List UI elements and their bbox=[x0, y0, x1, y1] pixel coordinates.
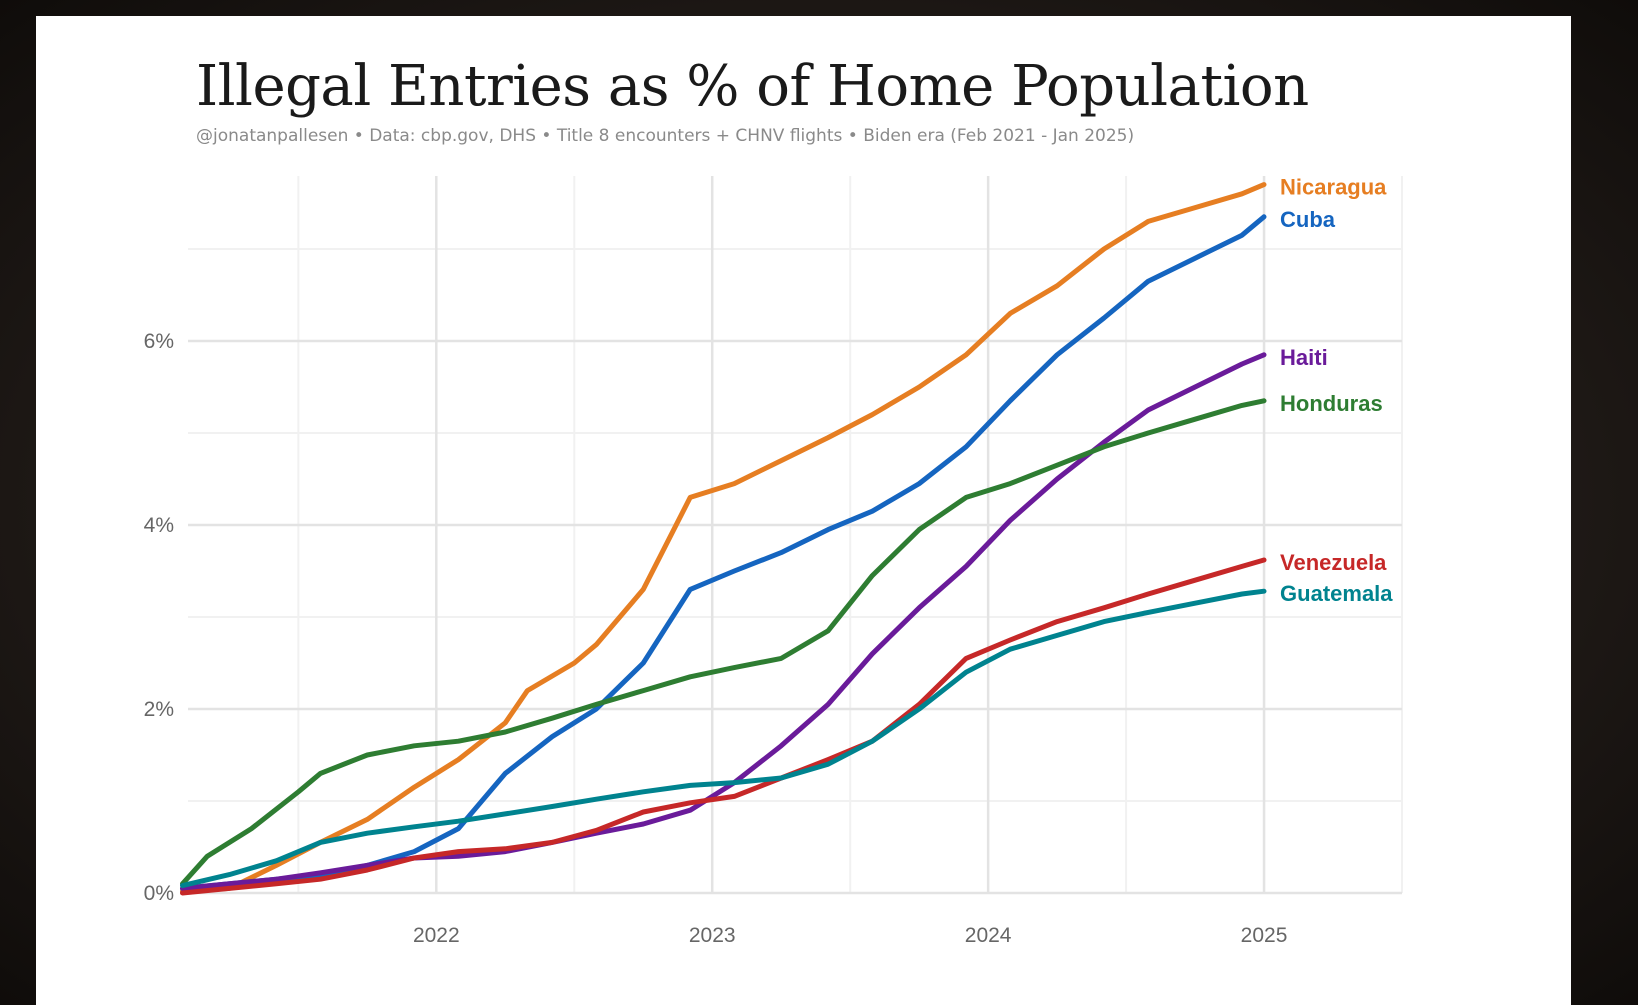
y-tick-label: 6% bbox=[144, 330, 174, 353]
chart-card: Illegal Entries as % of Home Population … bbox=[36, 16, 1571, 1005]
y-tick-label: 4% bbox=[144, 514, 174, 537]
series-label-guatemala: Guatemala bbox=[1280, 581, 1393, 606]
series-labels: Nicaragua Cuba Haiti Honduras Venezuela Guate… bbox=[1280, 175, 1393, 607]
x-tick-label: 2025 bbox=[1241, 924, 1288, 947]
y-tick-label: 2% bbox=[144, 698, 174, 721]
series-label-honduras: Honduras bbox=[1280, 391, 1383, 416]
grid-lines bbox=[188, 176, 1403, 895]
series-line-guatemala bbox=[180, 588, 1267, 889]
chart-subtitle: @jonatanpallesen • Data: cbp.gov, DHS • … bbox=[196, 126, 1135, 146]
series-label-cuba: Cuba bbox=[1280, 207, 1336, 232]
x-tick-label: 2022 bbox=[413, 924, 460, 947]
series-label-haiti: Haiti bbox=[1280, 345, 1328, 370]
series-line-honduras bbox=[180, 398, 1267, 887]
series-line-venezuela bbox=[180, 557, 1267, 896]
x-axis: 2022 2023 2024 2025 bbox=[413, 924, 1287, 947]
series-label-venezuela: Venezuela bbox=[1280, 550, 1387, 575]
series-label-nicaragua: Nicaragua bbox=[1280, 175, 1387, 200]
x-tick-label: 2023 bbox=[689, 924, 736, 947]
series-line-nicaragua bbox=[180, 182, 1267, 894]
chart-title: Illegal Entries as % of Home Population bbox=[196, 54, 1309, 119]
y-axis: 0% 2% 4% 6% bbox=[144, 330, 174, 905]
y-tick-label: 0% bbox=[144, 882, 174, 905]
line-chart: 0% 2% 4% 6% 2022 2023 2024 2025 Nicaragua Cuba H… bbox=[144, 175, 1403, 947]
series-lines bbox=[180, 182, 1267, 896]
x-tick-label: 2024 bbox=[965, 924, 1012, 947]
